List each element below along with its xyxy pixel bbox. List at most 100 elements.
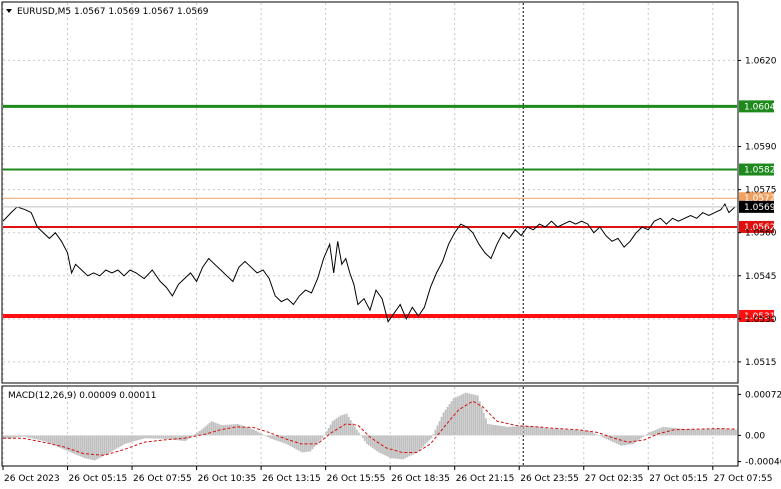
macd-histogram-bar [341,414,344,436]
macd-histogram-bar [692,429,695,436]
macd-histogram-bar [255,430,257,436]
price-y-tick-label: 1.0620 [745,56,777,66]
macd-histogram-bar [390,435,392,459]
macd-histogram-bar [47,435,50,443]
macd-histogram-bar [493,424,495,436]
macd-histogram-bar [285,435,288,444]
macd-histogram-bar [440,416,443,436]
macd-histogram-bar [23,435,25,437]
macd-histogram-bar [194,433,197,436]
macd-histogram-bar [251,428,253,436]
current-price-tag [739,200,774,213]
macd-y-tick-label: -0.00046 [745,458,781,468]
macd-histogram-bar [567,429,570,436]
macd-histogram-bar [454,397,457,436]
macd-histogram-bar [656,429,659,436]
x-tick-label: 26 Oct 2023 [4,474,60,484]
x-tick-label: 26 Oct 21:15 [456,474,515,484]
level-tag-label: 1.0604 [744,102,776,112]
macd-histogram-bar [85,435,88,459]
macd-histogram-bar [497,425,499,436]
price-panel-frame [1,1,739,384]
macd-histogram-bar [587,430,590,436]
macd-histogram-bar [470,394,473,436]
macd-histogram-bar [432,433,435,436]
macd-histogram-bar [486,424,489,436]
macd-histogram-bar [307,435,310,452]
macd-histogram-bar [464,392,467,436]
macd-histogram-bar [549,428,552,436]
macd-histogram-bar [398,435,401,459]
macd-histogram-bar [599,435,602,437]
macd-histogram-bar [696,429,699,436]
macd-histogram-bar [507,426,509,436]
macd-histogram-bar [311,435,314,450]
macd-histogram-bar [545,428,548,436]
macd-histogram-bar [448,404,451,436]
macd-histogram-bar [242,426,245,436]
level-tag-label: 1.0582 [744,166,776,176]
macd-histogram-bar [654,430,657,436]
macd-histogram-bar [511,426,513,436]
macd-histogram-bar [499,425,501,436]
macd-histogram-bar [396,435,399,459]
macd-histogram-bar [269,435,271,439]
macd-y-tick-label: 0.00072 [745,390,781,400]
macd-histogram-bar [575,430,578,436]
time-x-axis: 26 Oct 2023 26 Oct 05:15 26 Oct 07:55 26 Oc… [2,466,773,484]
macd-histogram-bar [527,425,530,436]
macd-histogram-bar [414,435,417,454]
macd-histogram-bar [394,435,396,459]
macd-histogram-bar [359,435,362,436]
macd-histogram-bar [279,435,282,442]
macd-histogram-bar [509,426,511,436]
macd-histogram-bar [238,424,241,436]
macd-histogram-bar [708,429,711,436]
macd-histogram-bar [636,435,638,442]
macd-histogram-bar [105,435,108,455]
macd-histogram-bar [609,435,612,442]
macd-histogram-bar [123,435,126,444]
macd-histogram-bar [374,435,376,450]
macd-histogram-bar [626,435,628,445]
macd-histogram-bar [632,435,634,444]
macd-histogram-bar [642,435,645,437]
macd-histogram-bar [670,427,673,436]
x-tick-label: 27 Oct 07:55 [714,474,773,484]
macd-histogram-bar [430,435,433,439]
macd-histogram-bar [406,435,409,458]
macd-histogram-bar [712,428,715,436]
macd-histogram-bar [297,435,300,451]
x-tick-label: 27 Oct 05:15 [649,474,708,484]
macd-histogram-bar [640,435,643,439]
macd-histogram-bar [420,435,423,449]
macd-histogram-bar [313,435,316,447]
macd-histogram-bar [35,435,38,440]
macd-histogram-bar [257,431,259,436]
macd-histogram-bar [365,435,368,444]
macd-histogram-bar [732,429,735,436]
macd-histogram-bar [501,426,503,436]
collapse-triangle-icon[interactable] [6,9,12,13]
macd-histogram-bar [547,428,550,436]
macd-histogram-bar [261,433,263,436]
macd-histogram-bar [198,431,201,436]
macd-histogram-bar [140,435,142,440]
macd-histogram-bar [680,428,683,436]
level-tag-label: 1.0531 [744,312,776,322]
macd-histogram-bar [65,435,68,451]
macd-histogram-bar [186,435,189,440]
macd-histogram-bar [5,435,7,439]
macd-histogram-bar [71,435,74,454]
macd-histogram-bar [722,428,725,436]
macd-histogram-bar [49,435,52,444]
macd-histogram-bar [438,421,441,436]
macd-histogram-bar [97,435,100,459]
macd-histogram-bar [648,432,651,436]
macd-histogram-bar [412,435,415,455]
x-tick-label: 26 Oct 10:35 [198,474,257,484]
macd-histogram-bar [589,431,592,436]
macd-histogram-bar [119,435,122,447]
macd-histogram-bar [246,427,249,436]
